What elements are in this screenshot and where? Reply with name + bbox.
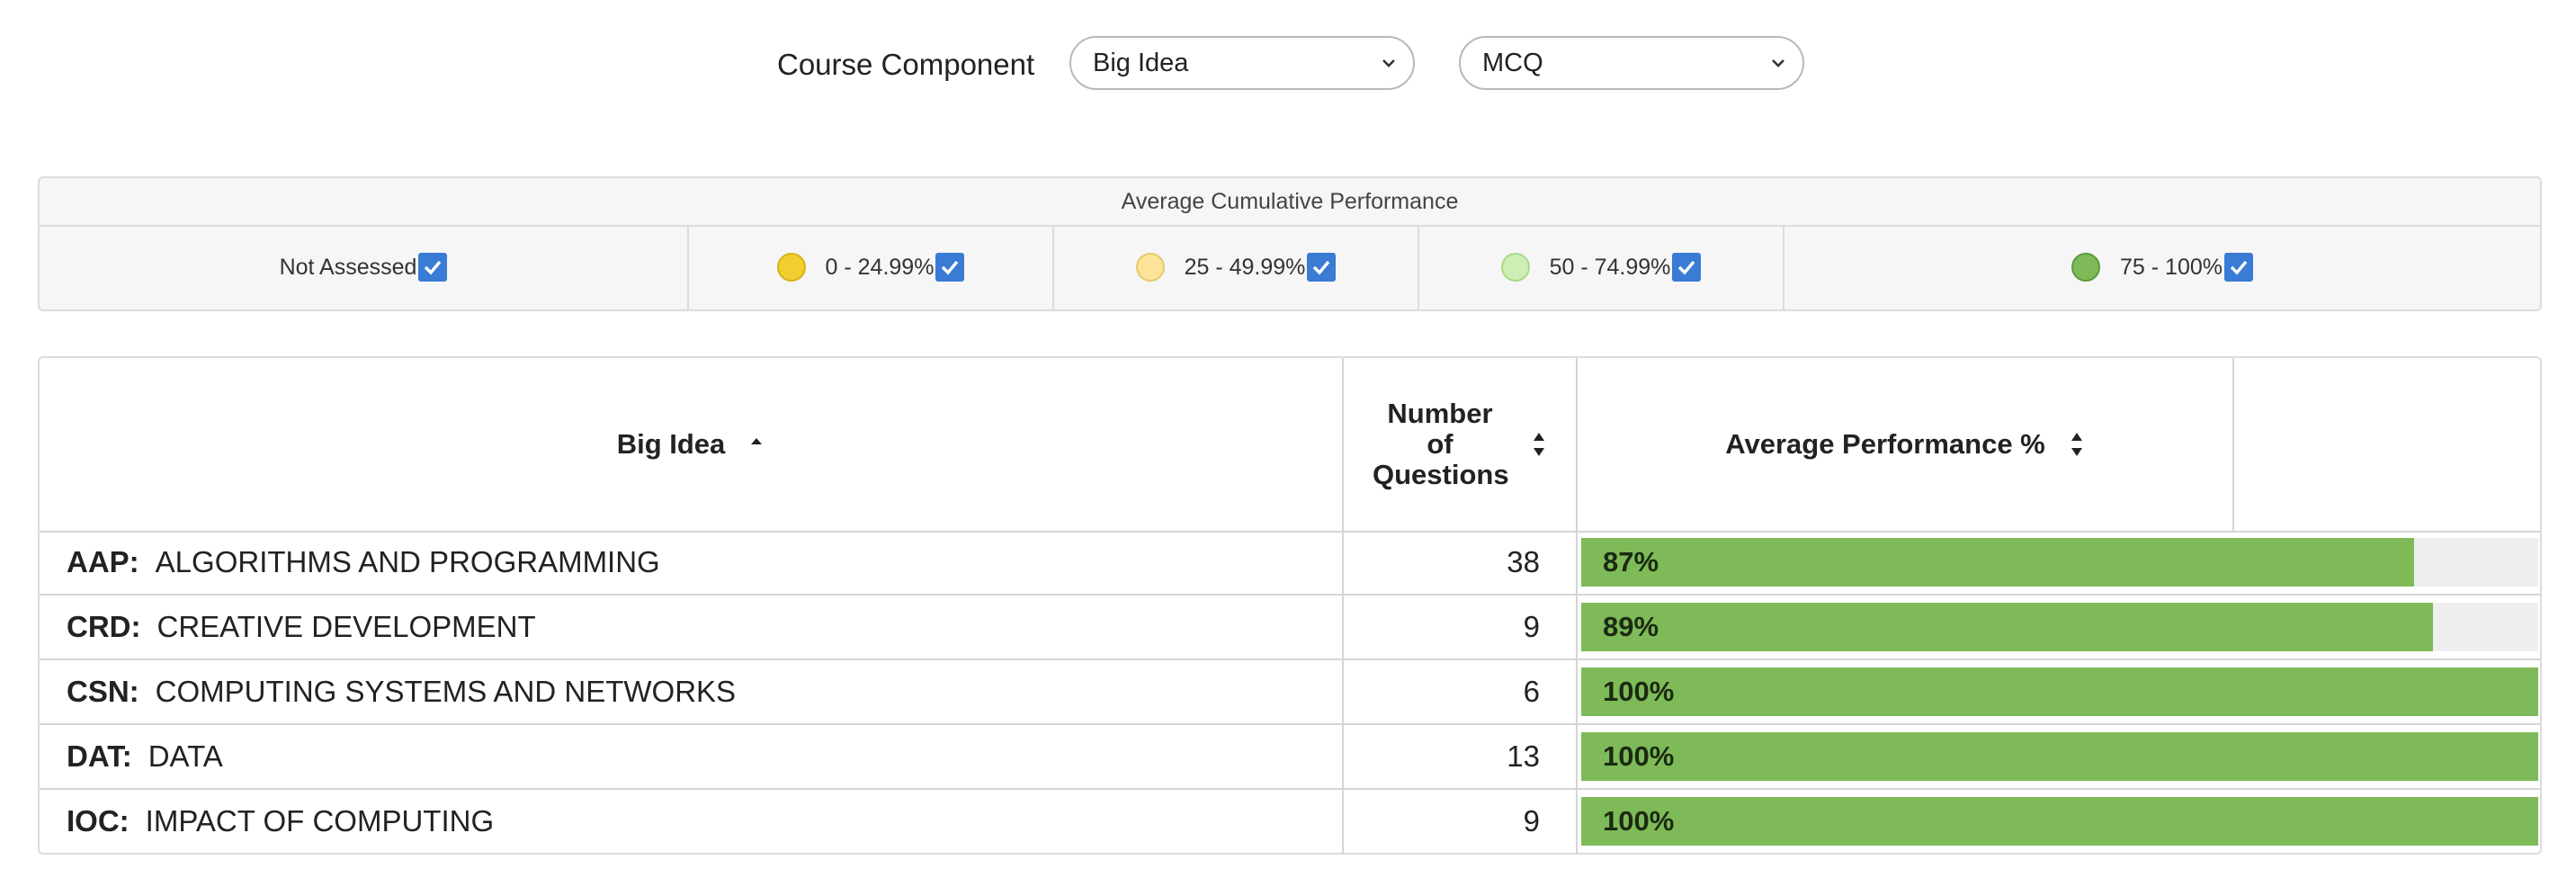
column-header-label: Average Performance % [1725, 428, 2045, 460]
legend-item-50-75: 50 - 74.99% [1418, 225, 1783, 309]
table-row: CRD: CREATIVE DEVELOPMENT 9 89% [40, 596, 2540, 660]
performance-cell: 100% [1579, 790, 2540, 853]
legend-label: 0 - 24.99% [825, 254, 935, 280]
sort-ascending-icon [751, 438, 763, 444]
sort-icon [1534, 433, 1544, 456]
performance-bar-fill [1581, 732, 2538, 781]
performance-legend: Average Cumulative Performance Not Asses… [38, 176, 2542, 311]
performance-bar-track: 87% [1581, 538, 2538, 587]
performance-cell: 87% [1579, 531, 2540, 594]
question-count: 9 [1344, 790, 1578, 853]
big-idea-code: AAP: [67, 545, 139, 578]
performance-cell: 100% [1579, 725, 2540, 788]
column-header-number-of-questions[interactable]: Number of Questions [1344, 358, 1578, 531]
performance-value: 87% [1603, 546, 1659, 578]
legend-item-0-25: 0 - 24.99% [687, 225, 1052, 309]
performance-bar-track: 100% [1581, 797, 2538, 846]
big-idea-cell: CRD: CREATIVE DEVELOPMENT [40, 596, 1344, 658]
big-idea-performance-table: Big Idea Number of Questions Average Per… [38, 356, 2542, 855]
column-header-label: Number of Questions [1373, 398, 1509, 490]
legend-label: 50 - 74.99% [1549, 254, 1671, 280]
big-idea-cell: IOC: IMPACT OF COMPUTING [40, 790, 1344, 853]
big-idea-select[interactable]: Big Idea [1069, 36, 1415, 90]
column-header-label: Big Idea [616, 428, 726, 460]
table-header: Big Idea Number of Questions Average Per… [40, 358, 2540, 533]
performance-bar-fill [1581, 667, 2538, 716]
big-idea-code: IOC: [67, 804, 130, 838]
performance-bar-fill [1581, 797, 2538, 846]
big-idea-code: CRD: [67, 610, 141, 643]
question-count: 13 [1344, 725, 1578, 788]
performance-value: 89% [1603, 611, 1659, 642]
filter-bar: Course Component Big Idea MCQ [0, 36, 2576, 94]
big-idea-cell: DAT: DATA [40, 725, 1344, 788]
big-idea-cell: CSN: COMPUTING SYSTEMS AND NETWORKS [40, 660, 1344, 723]
big-idea-name: COMPUTING SYSTEMS AND NETWORKS [155, 675, 737, 708]
big-idea-name: CREATIVE DEVELOPMENT [157, 610, 536, 643]
big-idea-name: DATA [148, 739, 223, 773]
table-row: CSN: COMPUTING SYSTEMS AND NETWORKS 6 100… [40, 660, 2540, 725]
big-idea-name: ALGORITHMS AND PROGRAMMING [155, 545, 660, 578]
performance-cell: 89% [1579, 596, 2540, 658]
chevron-down-icon [1772, 59, 1784, 67]
question-count: 38 [1344, 531, 1578, 594]
performance-cell: 100% [1579, 660, 2540, 723]
question-type-select-value: MCQ [1482, 49, 1543, 77]
big-idea-cell: AAP: ALGORITHMS AND PROGRAMMING [40, 531, 1344, 594]
checkbox-checked-icon[interactable] [1672, 253, 1702, 282]
legend-label: Not Assessed [279, 254, 417, 280]
checkbox-checked-icon[interactable] [418, 253, 448, 282]
big-idea-code: CSN: [67, 675, 139, 708]
performance-bar-track: 100% [1581, 667, 2538, 716]
table-row: DAT: DATA 13 100% [40, 725, 2540, 790]
performance-bar-track: 100% [1581, 732, 2538, 781]
table-row: IOC: IMPACT OF COMPUTING 9 100% [40, 790, 2540, 853]
legend-label: 25 - 49.99% [1184, 254, 1306, 280]
column-header-empty [2234, 358, 2540, 531]
performance-value: 100% [1603, 805, 1675, 837]
performance-bar-fill [1581, 538, 2414, 587]
yellow-circle-icon [776, 253, 806, 282]
light-yellow-circle-icon [1135, 253, 1165, 282]
question-count: 6 [1344, 660, 1578, 723]
performance-bar-fill [1581, 603, 2433, 651]
column-header-big-idea[interactable]: Big Idea [40, 358, 1344, 531]
performance-value: 100% [1603, 676, 1675, 707]
table-row: AAP: ALGORITHMS AND PROGRAMMING 38 87% [40, 531, 2540, 596]
checkbox-checked-icon[interactable] [1307, 253, 1337, 282]
green-circle-icon [2071, 253, 2101, 282]
performance-bar-track: 89% [1581, 603, 2538, 651]
big-idea-name: IMPACT OF COMPUTING [145, 804, 495, 838]
big-idea-code: DAT: [67, 739, 132, 773]
legend-title: Average Cumulative Performance [40, 178, 2540, 227]
question-type-select[interactable]: MCQ [1459, 36, 1804, 90]
legend-item-not-assessed: Not Assessed [40, 225, 687, 309]
performance-value: 100% [1603, 740, 1675, 772]
checkbox-checked-icon[interactable] [935, 253, 965, 282]
legend-label: 75 - 100% [2120, 254, 2223, 280]
big-idea-select-value: Big Idea [1093, 49, 1189, 77]
legend-item-75-100: 75 - 100% [1783, 225, 2540, 309]
course-component-label: Course Component [777, 48, 1035, 81]
column-header-average-performance[interactable]: Average Performance % [1578, 358, 2234, 531]
checkbox-checked-icon[interactable] [2223, 253, 2253, 282]
light-green-circle-icon [1500, 253, 1530, 282]
question-count: 9 [1344, 596, 1578, 658]
chevron-down-icon [1382, 59, 1395, 67]
legend-item-25-50: 25 - 49.99% [1052, 225, 1418, 309]
sort-icon [2071, 433, 2082, 456]
